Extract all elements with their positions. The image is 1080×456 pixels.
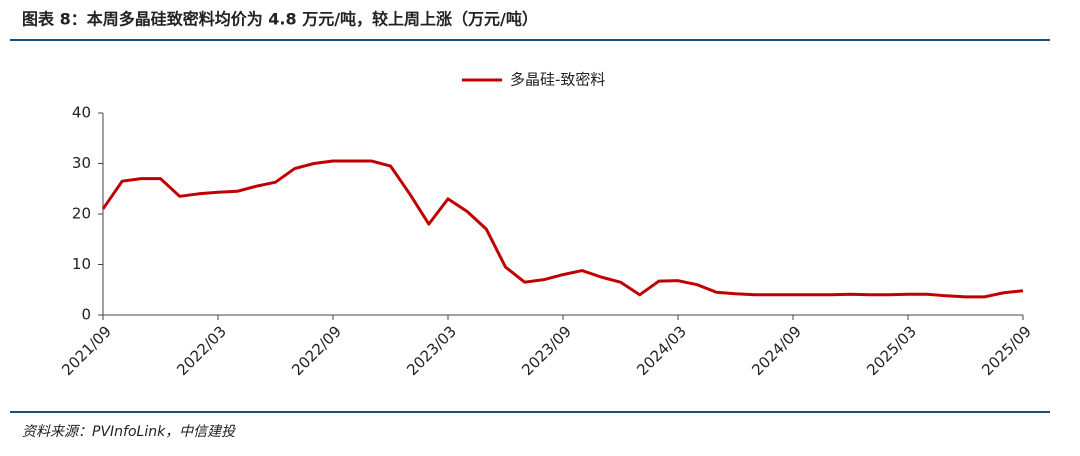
x-tick-label: 2025/03 [863, 322, 920, 379]
series-line [101, 159, 1024, 299]
x-tick-label: 2024/09 [748, 322, 805, 379]
y-tick-label: 30 [72, 154, 91, 172]
x-tick-label: 2021/09 [58, 322, 115, 379]
x-tick-label: 2023/03 [403, 322, 460, 379]
legend-label: 多晶硅-致密料 [510, 71, 605, 89]
y-tick-label: 10 [72, 255, 91, 273]
x-tick-label: 2022/03 [173, 322, 230, 379]
source-note: 资料来源：PVInfoLink，中信建投 [22, 424, 237, 440]
x-tick-label: 2023/09 [518, 322, 575, 379]
y-tick-label: 40 [72, 104, 91, 122]
y-tick-label: 20 [72, 205, 91, 223]
x-tick-label: 2025/09 [978, 322, 1035, 379]
y-tick-label: 0 [81, 306, 91, 324]
x-tick-label: 2022/09 [288, 322, 345, 379]
x-tick-label: 2024/03 [633, 322, 690, 379]
chart-title: 图表 8：本周多晶硅致密料均价为 4.8 万元/吨，较上周上涨（万元/吨） [22, 10, 538, 29]
